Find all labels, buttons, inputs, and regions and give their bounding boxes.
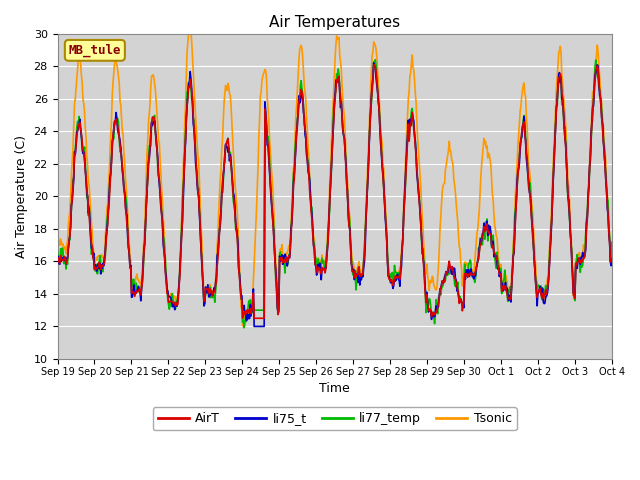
Tsonic — [404, 111, 412, 117]
AirT — [206, 286, 214, 292]
Line: Tsonic: Tsonic — [58, 29, 612, 326]
li77_temp — [371, 57, 379, 62]
Tsonic — [121, 158, 129, 164]
li77_temp — [206, 284, 214, 290]
Tsonic — [608, 248, 616, 253]
Tsonic — [64, 238, 72, 244]
li77_temp — [121, 188, 129, 193]
Y-axis label: Air Temperature (C): Air Temperature (C) — [15, 135, 28, 258]
li77_temp — [240, 325, 248, 331]
Title: Air Temperatures: Air Temperatures — [269, 15, 400, 30]
li75_t — [420, 261, 428, 266]
Tsonic — [54, 236, 61, 241]
AirT — [371, 62, 378, 68]
li75_t — [404, 132, 412, 138]
AirT — [250, 315, 258, 321]
li75_t — [206, 290, 214, 296]
li77_temp — [177, 244, 185, 250]
AirT — [177, 249, 185, 254]
AirT — [54, 258, 61, 264]
Line: li77_temp: li77_temp — [58, 60, 612, 328]
Text: MB_tule: MB_tule — [68, 44, 121, 57]
Legend: AirT, li75_t, li77_temp, Tsonic: AirT, li75_t, li77_temp, Tsonic — [153, 408, 516, 431]
Tsonic — [186, 26, 194, 32]
li75_t — [121, 190, 129, 196]
Tsonic — [420, 243, 428, 249]
Tsonic — [177, 236, 185, 242]
li75_t — [54, 257, 61, 263]
AirT — [404, 138, 412, 144]
AirT — [420, 265, 428, 271]
AirT — [608, 255, 616, 261]
li77_temp — [608, 240, 616, 245]
li75_t — [370, 60, 378, 66]
Tsonic — [207, 285, 215, 291]
AirT — [64, 256, 72, 262]
Line: AirT: AirT — [58, 65, 612, 318]
X-axis label: Time: Time — [319, 382, 350, 395]
Line: li75_t: li75_t — [58, 63, 612, 326]
li75_t — [608, 259, 616, 265]
li77_temp — [420, 260, 428, 266]
li77_temp — [54, 250, 61, 255]
li75_t — [177, 247, 185, 253]
li75_t — [64, 255, 72, 261]
Tsonic — [239, 323, 246, 329]
AirT — [121, 191, 129, 197]
li77_temp — [404, 136, 412, 142]
li75_t — [250, 324, 258, 329]
li77_temp — [64, 262, 72, 267]
